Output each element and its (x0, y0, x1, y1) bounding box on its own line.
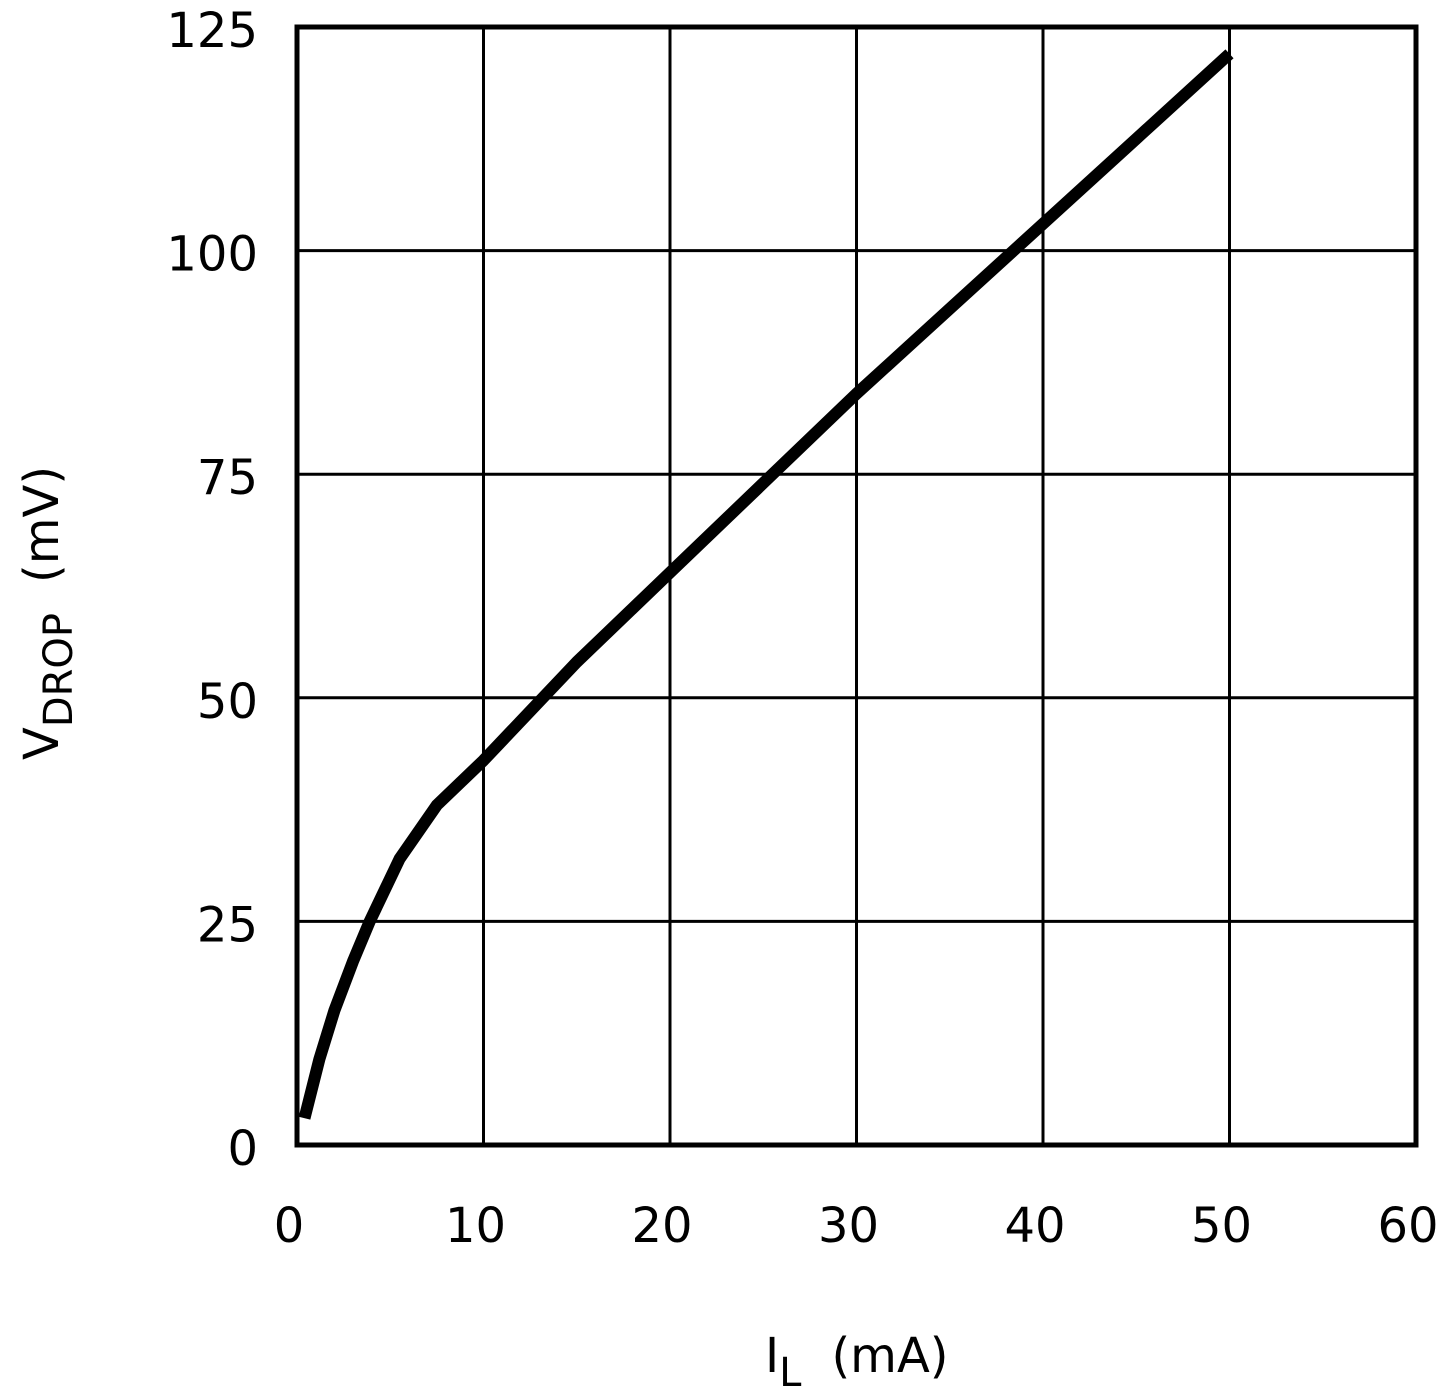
y-tick-label: 125 (166, 3, 258, 59)
x-tick-label: 10 (445, 1198, 506, 1254)
data-series-line (298, 49, 1234, 1120)
y-tick-label: 0 (227, 1121, 258, 1177)
x-tick-labels: 0 10 20 30 40 50 60 (274, 1198, 1439, 1254)
y-tick-label: 75 (197, 450, 258, 506)
grid-lines (295, 25, 1418, 1147)
y-tick-label: 50 (197, 674, 258, 730)
x-axis-label: IL (mA) (765, 1328, 949, 1390)
x-tick-label: 30 (818, 1198, 879, 1254)
x-tick-label: 60 (1377, 1198, 1438, 1254)
x-tick-label: 0 (274, 1198, 305, 1254)
y-tick-label: 100 (166, 227, 258, 283)
x-tick-label: 50 (1191, 1198, 1252, 1254)
y-tick-label: 25 (197, 897, 258, 953)
y-axis-label: VDROP(mV) (14, 466, 82, 760)
plot-frame (294, 24, 1419, 1148)
x-tick-label: 20 (631, 1198, 692, 1254)
x-tick-label: 40 (1004, 1198, 1065, 1254)
y-tick-labels: 0 25 50 75 100 125 (166, 3, 258, 1177)
